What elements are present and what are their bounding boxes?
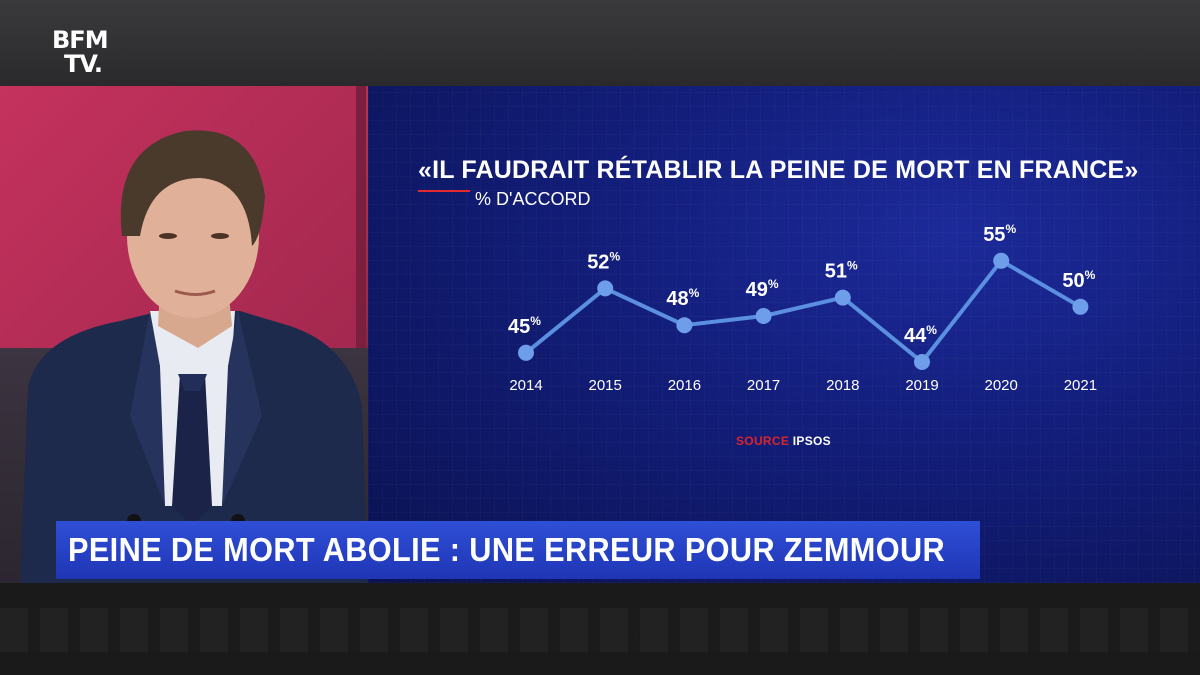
- x-tick-2016: 2016: [668, 377, 701, 394]
- series-line: [524, 258, 1082, 364]
- title-accent-rule: [418, 190, 470, 192]
- data-label-2015: 52%: [587, 249, 620, 273]
- x-tick-2015: 2015: [589, 377, 622, 394]
- data-point-2014: [518, 344, 534, 361]
- chart-panel: «IL FAUDRAIT RÉTABLIR LA PEINE DE MORT E…: [368, 86, 1200, 583]
- headline-banner: PEINE DE MORT ABOLIE : UNE ERREUR POUR Z…: [56, 521, 980, 579]
- presenter-figure: [20, 130, 368, 583]
- x-tick-2014: 2014: [509, 377, 542, 394]
- bfmtv-logo: BFM TV.: [52, 28, 118, 84]
- chart-source: SOURCE IPSOS: [736, 434, 831, 448]
- logo-line-2: TV.: [64, 50, 103, 78]
- data-point-2016: [676, 317, 693, 334]
- x-tick-2021: 2021: [1064, 377, 1097, 394]
- data-label-2014: 45%: [508, 314, 541, 338]
- x-tick-2019: 2019: [905, 377, 938, 394]
- studio-video: [0, 86, 368, 583]
- source-value: IPSOS: [792, 434, 831, 448]
- data-point-2015: [597, 280, 614, 297]
- x-tick-2017: 2017: [747, 377, 780, 394]
- chart-title: «IL FAUDRAIT RÉTABLIR LA PEINE DE MORT E…: [418, 156, 1139, 184]
- chart-subtitle: % D'ACCORD: [475, 189, 591, 209]
- top-bar: BFM TV.: [0, 0, 1200, 86]
- data-label-2020: 55%: [983, 222, 1016, 246]
- data-point-2020: [993, 252, 1010, 269]
- data-label-2016: 48%: [666, 286, 699, 310]
- data-point-2021: [1072, 298, 1089, 315]
- x-tick-2018: 2018: [826, 377, 859, 394]
- data-label-2019: 44%: [904, 323, 937, 347]
- line-chart: 45% 2014 52% 2015 48% 2016 49% 2017 51% 2018 44% 20…: [508, 222, 1097, 394]
- source-label: SOURCE: [736, 434, 790, 448]
- data-point-2019: [914, 354, 930, 370]
- data-label-2017: 49%: [746, 277, 779, 301]
- headline-text: PEINE DE MORT ABOLIE : UNE ERREUR POUR Z…: [68, 531, 946, 568]
- data-label-2018: 51%: [825, 259, 858, 283]
- ticker-area: [0, 608, 1200, 652]
- data-point-2017: [755, 308, 772, 324]
- x-tick-2020: 2020: [985, 377, 1018, 394]
- data-label-2021: 50%: [1062, 268, 1095, 292]
- logo-line-1: BFM: [52, 26, 109, 54]
- bottom-strip: [0, 583, 1200, 675]
- data-point-2018: [834, 289, 851, 306]
